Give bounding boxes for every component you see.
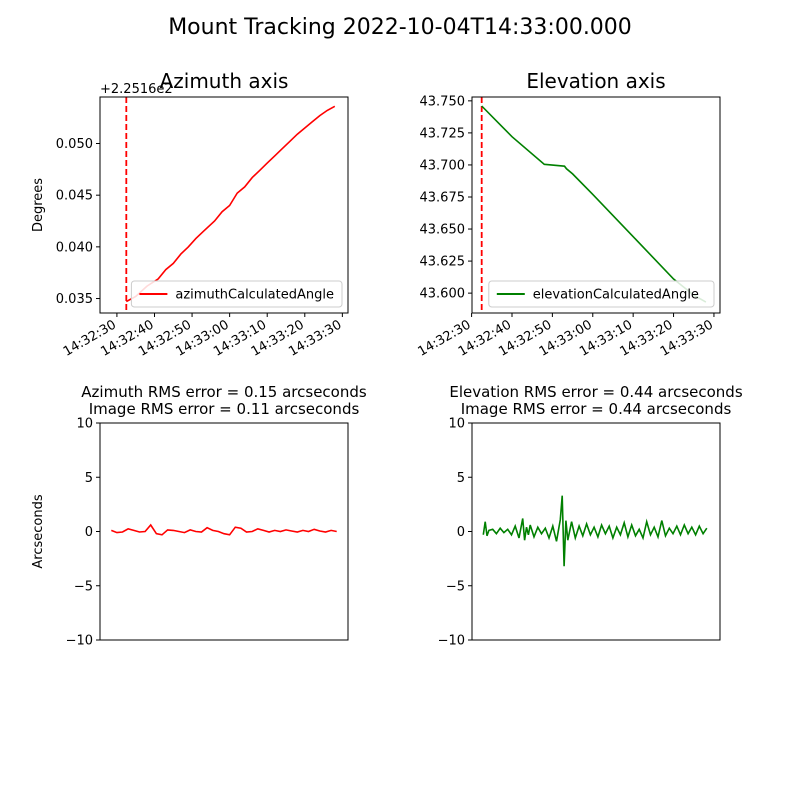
y-tick-label: 10 xyxy=(76,417,93,432)
chart-azerr: −10 −5 0 5 10 Azimuth RMS error = 0.15 arcsec… xyxy=(31,383,367,649)
legend-label: elevationCalculatedAngle xyxy=(533,288,699,303)
chart-title: Azimuth RMS error = 0.15 arcseconds xyxy=(81,383,367,401)
series-line-azerr xyxy=(111,523,337,536)
y-tick-label: 10 xyxy=(448,417,465,432)
y-tick-label: 5 xyxy=(85,471,93,486)
y-tick-label: 43.600 xyxy=(420,287,466,302)
legend: azimuthCalculatedAngle xyxy=(130,280,343,308)
y-tick-label: 43.650 xyxy=(420,223,466,238)
plot-area xyxy=(472,97,720,313)
y-tick-label: 0.040 xyxy=(56,240,93,255)
legend: elevationCalculatedAngle xyxy=(488,280,715,308)
y-tick-label: −5 xyxy=(74,579,93,594)
chart-title: Elevation axis xyxy=(526,69,665,93)
y-tick-label: 43.675 xyxy=(420,190,466,205)
chart-az: 0.0350.0400.0450.05014:32:3014:32:4014:3… xyxy=(31,69,349,360)
y-tick-label: 0.045 xyxy=(56,189,93,204)
y-tick-label: 43.750 xyxy=(420,94,466,109)
suptitle: Mount Tracking 2022-10-04T14:33:00.000 xyxy=(168,15,632,40)
plot-frame xyxy=(471,96,721,314)
y-tick-label: 0 xyxy=(457,525,465,540)
chart-title: Elevation RMS error = 0.44 arcseconds xyxy=(449,383,742,401)
plot-frame xyxy=(99,96,349,314)
y-tick-label: 5 xyxy=(457,471,465,486)
y-tick-label: 43.625 xyxy=(420,255,466,270)
legend-label: azimuthCalculatedAngle xyxy=(175,288,334,303)
y-tick-label: −5 xyxy=(446,579,465,594)
y-tick-label: −10 xyxy=(66,634,93,649)
series-line-azimuthCalculatedAngle xyxy=(125,105,336,303)
y-tick-label: 43.700 xyxy=(420,158,466,173)
legend-box xyxy=(488,280,715,308)
offset-label: +2.2516e2 xyxy=(100,82,173,97)
y-axis-label: Degrees xyxy=(31,178,46,232)
chart-subtitle: Image RMS error = 0.11 arcseconds xyxy=(89,400,360,418)
chart-el: 43.600 43.625 43.650 43.675 43.700 43.725 43.7… xyxy=(416,69,721,360)
y-tick-label: 0.050 xyxy=(56,137,93,152)
y-tick-label: 43.725 xyxy=(420,126,466,141)
plot-area xyxy=(100,97,348,313)
chart-subtitle: Image RMS error = 0.44 arcseconds xyxy=(461,400,732,418)
y-tick-label: 0 xyxy=(85,525,93,540)
legend-box xyxy=(130,280,343,308)
y-tick-label: 0.035 xyxy=(56,292,93,307)
y-axis-label: Arcseconds xyxy=(31,494,46,568)
charts-group: 0.0350.0400.0450.05014:32:3014:32:4014:3… xyxy=(31,69,743,649)
series-line-elerr xyxy=(482,495,708,567)
y-tick-label: −10 xyxy=(438,634,465,649)
chart-title: Azimuth axis xyxy=(160,69,289,93)
chart-elerr: −10 −5 0 5 10 Elevation RMS error = 0.44 arcs… xyxy=(438,383,743,649)
